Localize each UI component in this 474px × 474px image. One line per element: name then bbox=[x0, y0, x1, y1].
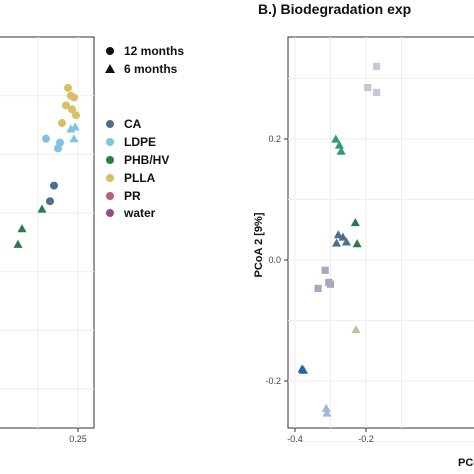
panel-b-gridlines bbox=[288, 37, 474, 442]
legend-label-water: water bbox=[123, 206, 156, 220]
panel-b-point-triangle bbox=[321, 403, 331, 412]
panel-a-point-phb-hv bbox=[17, 224, 27, 233]
panel-b-point-triangle bbox=[333, 230, 343, 239]
panel-b-x-axis-title: PCo bbox=[458, 457, 474, 469]
panel-a-point-plla bbox=[72, 111, 80, 120]
panel-a-point-plla bbox=[58, 119, 66, 128]
panel-b-point-triangle bbox=[299, 365, 309, 374]
legend-key-water bbox=[106, 209, 114, 217]
panel-b-point-triangle bbox=[351, 325, 361, 334]
group-legend: CA LDPE PHB/HV PLLA PR water bbox=[106, 117, 169, 220]
legend-circle-icon bbox=[106, 47, 114, 55]
panel-b-point-triangle bbox=[322, 408, 332, 417]
panel-b-point-triangle bbox=[332, 238, 342, 247]
legend-label-ca: CA bbox=[124, 117, 142, 131]
legend-label-plla: PLLA bbox=[124, 171, 156, 185]
panel-a-x-tick-label: 0.25 bbox=[69, 434, 87, 444]
panel-b-title: B.) Biodegradation exp bbox=[258, 1, 411, 17]
shape-legend: 12 months 6 months bbox=[105, 44, 184, 76]
panel-b-point-square bbox=[314, 284, 322, 293]
legend-key-phb-hv bbox=[106, 156, 114, 164]
legend-key-ldpe bbox=[106, 138, 114, 146]
panel-b-point-square bbox=[373, 62, 381, 70]
panel-a-point-ca bbox=[50, 181, 58, 190]
panel-a: 0.25 bbox=[0, 36, 95, 444]
panel-a-point-ldpe bbox=[54, 144, 62, 153]
panel-b-point-triangle bbox=[331, 134, 341, 143]
panel-b-x-tick-label: -0.4 bbox=[287, 434, 303, 444]
legend-shape-label-6-months: 6 months bbox=[124, 62, 178, 76]
legend-triangle-icon bbox=[105, 64, 115, 73]
panel-a-point-plla bbox=[70, 93, 78, 102]
panel-b-point-triangle bbox=[338, 232, 348, 241]
panel-b-point-triangle bbox=[341, 237, 351, 246]
panel-b-point-triangle bbox=[334, 140, 344, 149]
legend-shape-label-12-months: 12 months bbox=[124, 44, 184, 58]
panel-b-y-tick-label: 0.0 bbox=[268, 255, 281, 265]
legend-label-pr: PR bbox=[124, 189, 141, 203]
panel-b-y-tick-label: 0.2 bbox=[268, 134, 281, 144]
legend-key-plla bbox=[106, 174, 114, 182]
panel-a-point-ldpe bbox=[42, 134, 50, 143]
panel-b-point-triangle bbox=[336, 146, 346, 155]
panel-b-point-triangle bbox=[352, 239, 362, 248]
panel-a-point-phb-hv bbox=[37, 204, 47, 213]
panel-b-points bbox=[297, 62, 381, 417]
panel-a-points bbox=[13, 83, 80, 248]
panel-a-point-plla bbox=[64, 83, 72, 92]
panel-a-point-phb-hv bbox=[13, 239, 23, 248]
panel-a-point-ldpe bbox=[69, 134, 79, 143]
panel-a-point-ca bbox=[46, 197, 54, 206]
legend-key-ca bbox=[106, 120, 114, 128]
panel-b-point-square bbox=[373, 88, 381, 97]
panel-b-x-tick-label: -0.2 bbox=[358, 434, 374, 444]
panel-a-point-plla bbox=[68, 105, 76, 114]
panel-a-point-plla bbox=[62, 101, 70, 110]
legend-label-phb-hv: PHB/HV bbox=[124, 153, 169, 167]
legend-key-pr bbox=[106, 192, 114, 200]
panel-b-point-triangle bbox=[350, 217, 360, 227]
panel-b-y-axis-title: PCoA 2 [9%] bbox=[253, 212, 265, 277]
panel-b: B.) Biodegradation exp 0.2 0.0 -0.2 -0.4… bbox=[253, 1, 474, 469]
panel-b-point-square bbox=[321, 266, 329, 274]
panel-b-point-square bbox=[364, 83, 372, 92]
legend-label-ldpe: LDPE bbox=[124, 135, 156, 149]
panel-b-plot-area bbox=[287, 36, 474, 429]
panel-b-point-square bbox=[325, 278, 333, 286]
panel-b-y-tick-label: -0.2 bbox=[265, 376, 281, 386]
panel-a-point-ldpe bbox=[66, 124, 76, 133]
